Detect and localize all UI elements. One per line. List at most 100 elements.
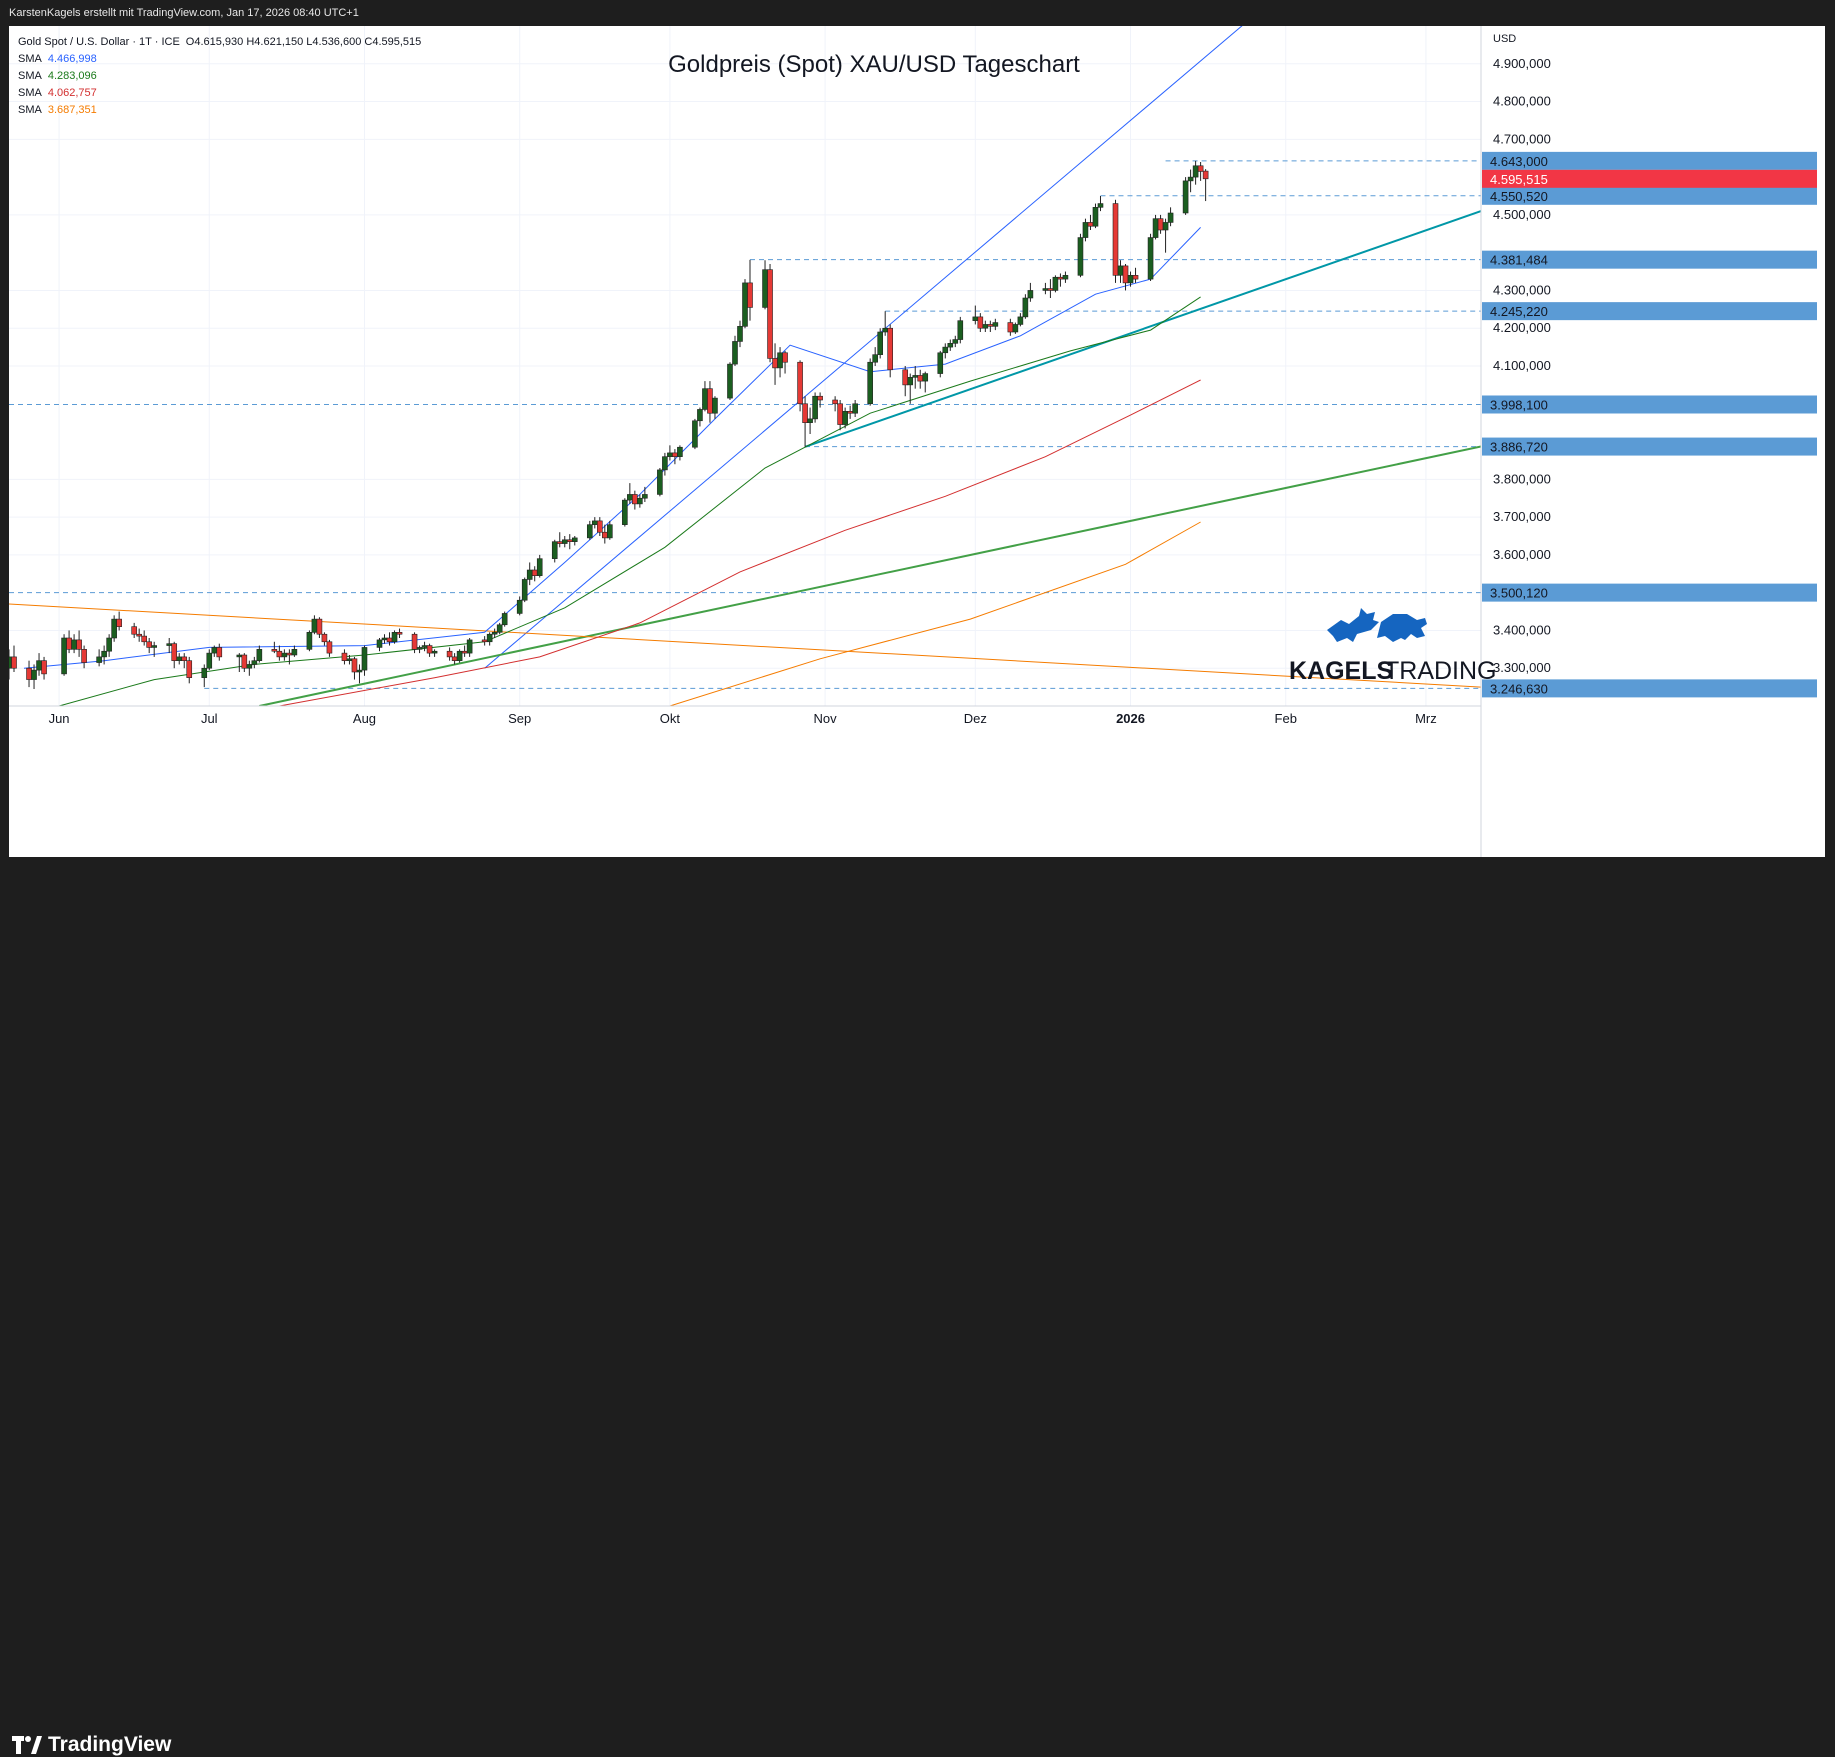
candle	[516, 596, 523, 616]
candle-body	[486, 633, 493, 643]
candle	[782, 350, 788, 374]
x-tick-label: Sep	[508, 711, 531, 726]
candle-body	[957, 320, 964, 340]
price-label-bg	[1482, 169, 1817, 188]
candle	[316, 617, 323, 638]
candle	[396, 628, 403, 638]
candle	[181, 653, 188, 669]
candle-body	[451, 656, 458, 661]
candle-body	[431, 650, 438, 654]
candle-body	[181, 656, 188, 661]
candle-body	[456, 650, 463, 661]
candle-body	[1057, 276, 1064, 280]
candle-body	[852, 403, 858, 414]
candle-body	[111, 618, 117, 639]
candle-body	[697, 409, 703, 422]
sma-legend-2: SMA 4.283,096	[18, 70, 97, 82]
level-label: 3.886,720	[1490, 440, 1548, 455]
candle-body	[1117, 265, 1124, 276]
candle	[141, 630, 147, 646]
candle-body	[101, 650, 107, 658]
candle	[501, 611, 508, 627]
candle	[1022, 294, 1029, 319]
current-price-label: 4.595,515	[1490, 172, 1548, 187]
candle-body	[481, 639, 488, 643]
candle-body	[1077, 237, 1084, 276]
candle	[1182, 177, 1189, 215]
candle-body	[31, 669, 37, 680]
candle-body	[411, 633, 418, 650]
candle-body	[1147, 237, 1154, 280]
candle-body	[977, 316, 984, 329]
candle-body	[311, 618, 318, 633]
candle	[106, 634, 112, 657]
candle-body	[186, 660, 193, 678]
candle-body	[1112, 203, 1119, 276]
chart-legend: Gold Spot / U.S. Dollar · 1T · ICE O4.615…	[18, 34, 421, 119]
candle-body	[1202, 170, 1209, 180]
candle	[992, 318, 999, 331]
candle	[622, 498, 628, 527]
candle	[1082, 218, 1089, 242]
candle-body	[637, 497, 643, 505]
candle	[952, 335, 959, 348]
candle	[61, 634, 67, 676]
candle	[802, 396, 808, 447]
candle	[877, 328, 883, 359]
candle-body	[116, 618, 122, 627]
candle-body	[657, 469, 663, 495]
chart-canvas[interactable]: 4.643,000 4.550,520 4.381,484 4.245,220 3.99…	[9, 26, 1825, 857]
candle	[486, 632, 493, 646]
horizontal-levels: 4.643,000 4.550,520 4.381,484 4.245,220 3.99…	[9, 151, 1817, 698]
x-tick-label: Feb	[1275, 711, 1297, 726]
candle	[536, 554, 543, 578]
candle-body	[281, 652, 288, 658]
candle-body	[812, 395, 818, 420]
tradingview-logo[interactable]: TradingView	[12, 1733, 171, 1757]
candle-body	[271, 649, 278, 652]
candle-body	[847, 411, 853, 414]
candle-body	[396, 632, 403, 635]
candle	[697, 407, 703, 427]
candle-body	[1192, 165, 1199, 178]
x-tick-label: Okt	[660, 711, 681, 726]
candle-body	[321, 633, 328, 643]
x-tick-label: Aug	[353, 711, 376, 726]
candle-body	[912, 375, 919, 378]
candle-body	[872, 354, 878, 363]
candle-body	[992, 322, 999, 327]
candle	[887, 324, 893, 378]
candle-body	[341, 652, 348, 661]
candle-body	[1012, 324, 1019, 333]
candle-body	[496, 624, 503, 633]
candle-body	[882, 327, 888, 333]
y-tick-label: 3.300,000	[1493, 660, 1551, 675]
candle-body	[36, 660, 42, 671]
level-label: 4.245,220	[1490, 304, 1548, 319]
candle-body	[1152, 218, 1159, 238]
candle	[131, 622, 137, 638]
candle	[96, 649, 102, 667]
candle-body	[106, 637, 112, 652]
candle	[306, 630, 313, 652]
sma-line	[279, 379, 1201, 706]
level-label-bg	[1482, 302, 1817, 321]
candle	[662, 452, 668, 476]
trendlines	[9, 26, 1481, 706]
candle-body	[667, 452, 673, 457]
candle-body	[702, 388, 708, 410]
candle-body	[66, 637, 72, 650]
y-tick-label: 3.700,000	[1493, 509, 1551, 524]
y-tick-label: 4.100,000	[1493, 358, 1551, 373]
y-tick-label: 3.800,000	[1493, 471, 1551, 486]
sma-line	[669, 521, 1201, 706]
y-tick-label: 3.400,000	[1493, 622, 1551, 637]
candle	[1187, 169, 1194, 193]
candle-body	[376, 639, 383, 648]
candle	[922, 371, 929, 393]
candle-body	[96, 656, 102, 663]
candle-body	[556, 541, 563, 544]
candle	[1152, 214, 1159, 240]
candle-body	[1017, 316, 1024, 325]
trendline	[259, 445, 1481, 706]
